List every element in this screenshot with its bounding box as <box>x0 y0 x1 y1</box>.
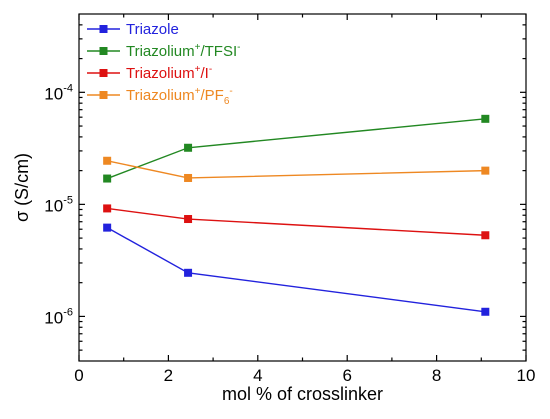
series-line <box>107 160 486 179</box>
data-point <box>103 156 112 165</box>
data-point <box>184 268 193 277</box>
x-tick-label: 4 <box>253 366 262 385</box>
y-tick-label: 10-6 <box>44 306 73 327</box>
y-tick-label: 10-4 <box>44 82 73 103</box>
x-tick-label: 0 <box>74 366 83 385</box>
x-tick-label: 6 <box>342 366 351 385</box>
legend-item: Triazolium+/TFSI- <box>87 42 240 60</box>
data-point <box>103 223 112 232</box>
legend-marker <box>99 69 108 77</box>
y-tick-label: 10-5 <box>44 194 73 215</box>
y-axis-label: σ (S/cm) <box>12 153 32 222</box>
legend-item: Triazolium+/PF6- <box>87 86 233 107</box>
data-point <box>481 231 490 240</box>
legend-label: Triazolium+/PF6- <box>126 86 233 107</box>
legend-item: Triazolium+/I- <box>87 64 212 82</box>
series-line <box>106 118 486 180</box>
series-1 <box>103 114 490 183</box>
series-layer <box>103 114 490 316</box>
x-tick-label: 2 <box>164 366 173 385</box>
legend: Triazole Triazolium+/TFSI- Triazolium+/I- T… <box>87 21 240 107</box>
x-axis-label: mol % of crosslinker <box>222 384 383 404</box>
legend-marker <box>99 25 108 33</box>
series-0 <box>103 223 490 316</box>
plot-axes: 0 2 4 6 8 10 10-6 10-5 10-4 <box>44 13 536 385</box>
legend-label: Triazole <box>126 21 179 38</box>
series-line <box>106 227 486 313</box>
data-point <box>103 204 112 213</box>
data-point <box>103 174 112 183</box>
data-point <box>481 114 490 123</box>
legend-marker <box>99 47 108 55</box>
data-point <box>481 166 490 175</box>
legend-label: Triazolium+/TFSI- <box>126 42 240 60</box>
data-point <box>184 173 193 182</box>
series-3 <box>103 156 490 182</box>
series-2 <box>103 204 490 240</box>
data-point <box>481 307 490 316</box>
data-point <box>184 215 193 224</box>
x-tick-label: 8 <box>432 366 441 385</box>
legend-marker <box>99 91 108 99</box>
legend-item: Triazole <box>87 21 179 38</box>
data-point <box>184 143 193 152</box>
series-line <box>107 207 486 236</box>
legend-label: Triazolium+/I- <box>126 64 212 82</box>
x-tick-label: 10 <box>517 366 536 385</box>
